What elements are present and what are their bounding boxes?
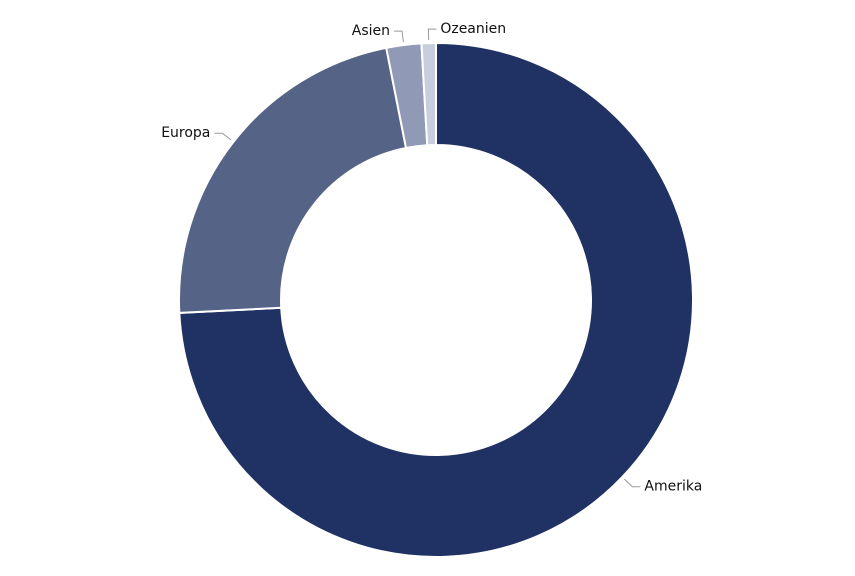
slice-label: Amerika bbox=[644, 479, 702, 495]
leader-line bbox=[624, 478, 641, 488]
slice bbox=[178, 41, 694, 558]
slice bbox=[420, 41, 437, 147]
leader-line bbox=[427, 28, 437, 41]
leader-line bbox=[394, 30, 404, 43]
leader-line bbox=[214, 132, 232, 141]
slice-label: Asien bbox=[352, 23, 390, 39]
slice-label: Europa bbox=[161, 125, 210, 141]
slice-label: Ozeanien bbox=[440, 21, 506, 37]
slice bbox=[178, 46, 408, 314]
